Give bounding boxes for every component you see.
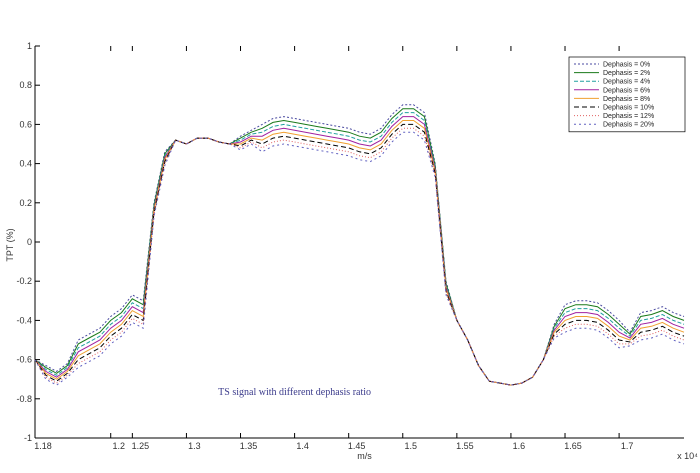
legend-label: Dephasis = 4% [603,79,650,86]
x-axis-label: m/s [357,451,372,461]
legend-label: Dephasis = 12% [603,113,654,120]
legend-label: Dephasis = 0% [603,62,650,69]
x-tick-label: 1.5 [405,441,418,451]
ticks-group: 1.18 1.2 1.25 1.3 1.35 1.4 1.45 1.5 1.55 1.6 1.65 1… [16,41,633,451]
x-tick-label: 1.45 [348,441,366,451]
y-tick-label: 0.2 [19,198,32,208]
legend-label: Dephasis = 8% [603,96,650,103]
x-tick-label: 1.65 [564,441,582,451]
legend-label: Dephasis = 20% [603,122,654,129]
x-tick-label: 1.55 [456,441,474,451]
y-tick-label: 0.4 [19,159,32,169]
legend-box [568,56,686,133]
y-axis-label: TPT (%) [5,228,15,261]
x-tick-label: 1.25 [132,441,150,451]
y-tick-label: -0.6 [16,355,32,365]
y-tick-label: -0.8 [16,394,32,404]
legend-label: Dephasis = 2% [603,70,650,77]
x-tick-label: 1.3 [188,441,201,451]
series-line-4 [34,120,685,386]
y-tick-label: 0.6 [19,119,32,129]
x-tick-label: 1.18 [34,441,52,451]
x-tick-label: 1.7 [621,441,634,451]
y-tick-label: 0.8 [19,80,32,90]
x-tick-label: 1.2 [112,441,125,451]
legend: Dephasis = 0%Dephasis = 2%Dephasis = 4%D… [568,56,686,133]
y-tick-label: 1 [27,41,32,51]
y-tick-label: -0.2 [16,276,32,286]
y-tick-label: -1 [24,433,32,443]
x-tick-label: 1.4 [296,441,309,451]
series-line-6 [34,127,685,386]
y-tick-label: 0 [27,237,32,247]
chart-annotation: TS signal with different dephasis ratio [218,387,371,398]
legend-label: Dephasis = 10% [603,105,654,112]
y-tick-label: -0.4 [16,315,32,325]
x-tick-label: 1.6 [513,441,526,451]
series-line-7 [34,131,685,386]
x-axis-exponent-label: x 10⁴ [677,451,698,461]
series-group [34,104,685,386]
x-tick-label: 1.35 [240,441,258,451]
legend-label: Dephasis = 6% [603,87,650,94]
